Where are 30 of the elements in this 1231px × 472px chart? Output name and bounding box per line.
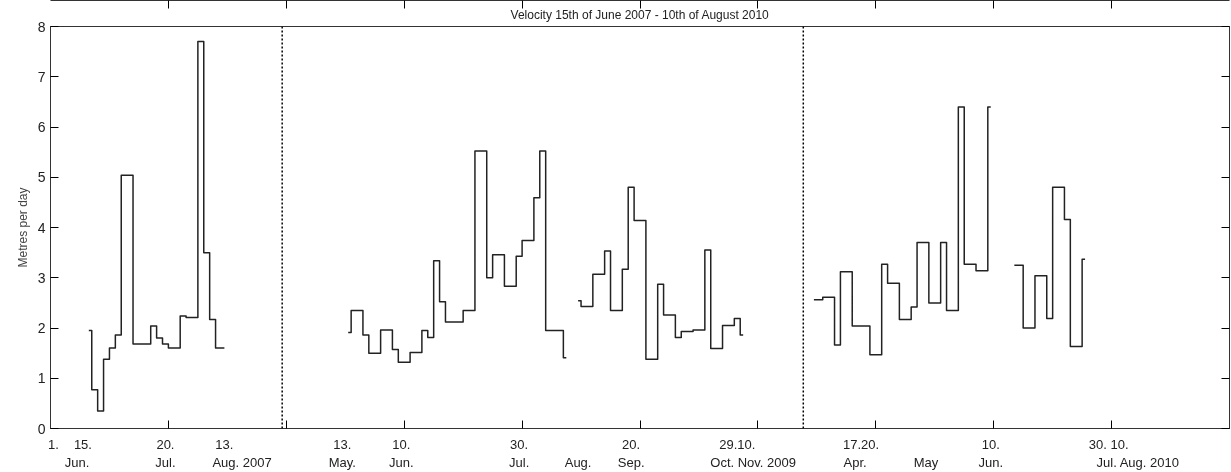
x-tick-label: 20. Sep. <box>617 436 645 470</box>
x-tick-label: 10. Jun. <box>978 436 1004 470</box>
x-tick-label: Jun. <box>64 454 90 470</box>
x-tick-label: 13. May. <box>328 436 356 470</box>
x-tick-label: Aug. <box>564 454 592 470</box>
y-tick-label: 7 <box>37 68 46 85</box>
x-tick-label: 17.20. <box>842 436 880 452</box>
x-tick-label: 20. Jul. <box>155 436 176 470</box>
x-tick-label: 1. <box>48 436 59 452</box>
y-tick-label: 3 <box>37 269 46 286</box>
y-tick-label: 2 <box>37 320 46 336</box>
y-tick-label: 6 <box>37 119 46 135</box>
x-tick-label: 10. Jun. <box>388 436 414 470</box>
x-tick-label: Jul. Aug. 2010 <box>1096 454 1179 470</box>
y-tick-label: 5 <box>37 169 46 186</box>
x-tick-label: 30. 10. <box>1088 436 1129 452</box>
x-tick-label: 15. <box>73 436 92 452</box>
y-axis-title: Metres per day <box>15 187 30 268</box>
x-tick-label: May <box>913 454 939 470</box>
chart-title: Velocity 15th of June 2007 - 10th of August 2010 <box>510 7 770 22</box>
y-tick-label: 4 <box>37 219 46 236</box>
y-tick-label: 0 <box>37 420 46 437</box>
x-tick-label: 29.10. <box>719 436 756 452</box>
x-tick-label: Oct. Nov. 2009 <box>710 454 797 470</box>
x-tick-label: Aug. 2007 <box>212 454 272 470</box>
x-tick-label: 13. <box>215 436 234 452</box>
y-tick-label: 8 <box>37 18 46 35</box>
y-tick-label: 1 <box>37 370 46 387</box>
x-tick-label: 30. Jul. <box>509 436 530 470</box>
x-tick-label: Apr. <box>843 454 867 470</box>
